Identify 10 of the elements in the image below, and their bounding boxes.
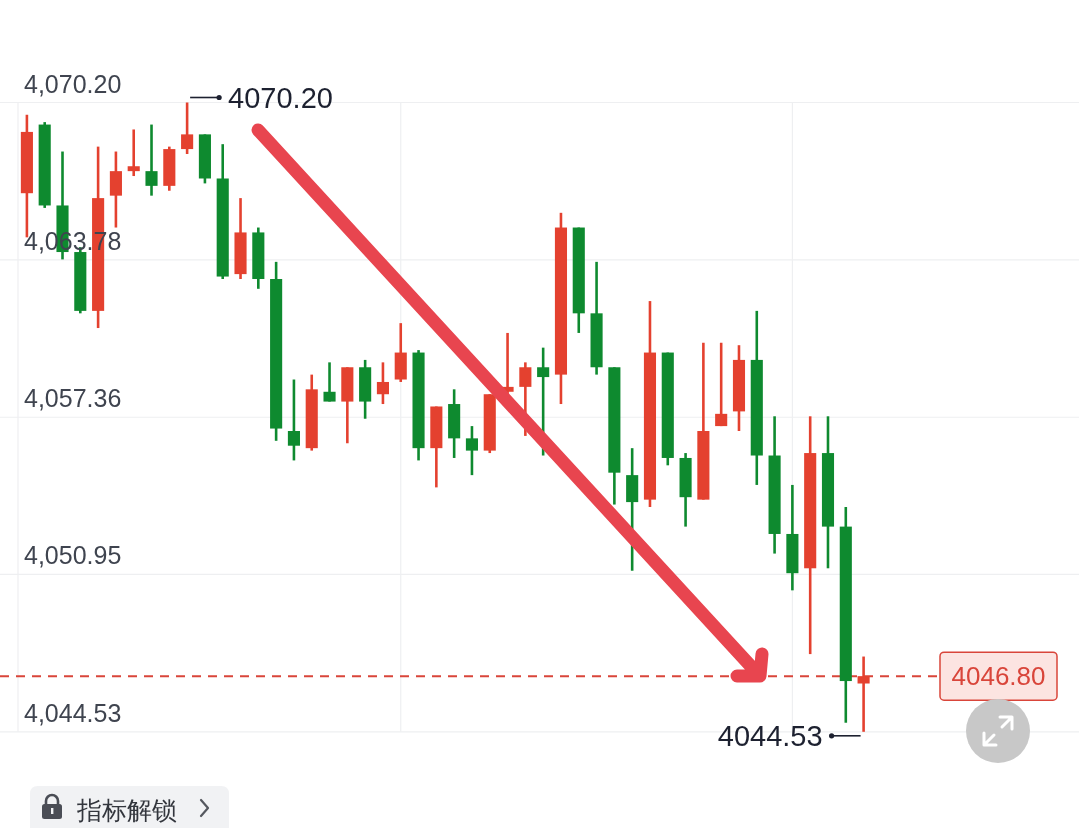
- button: 指标解锁: [30, 786, 229, 828]
- y-tick-label: 4,050.95: [24, 541, 122, 570]
- note: 4070.20: [189, 81, 333, 114]
- y-tick-label: 4,070.20: [24, 69, 122, 98]
- annotation: 4044.53: [717, 719, 823, 752]
- y-tick-label: 4,057.36: [24, 384, 122, 413]
- y-tick-label: 4,044.53: [24, 698, 122, 727]
- note: 4044.53: [717, 719, 862, 752]
- annotation: 4070.20: [228, 81, 333, 114]
- ref-line-label: 4046.80: [951, 661, 1046, 692]
